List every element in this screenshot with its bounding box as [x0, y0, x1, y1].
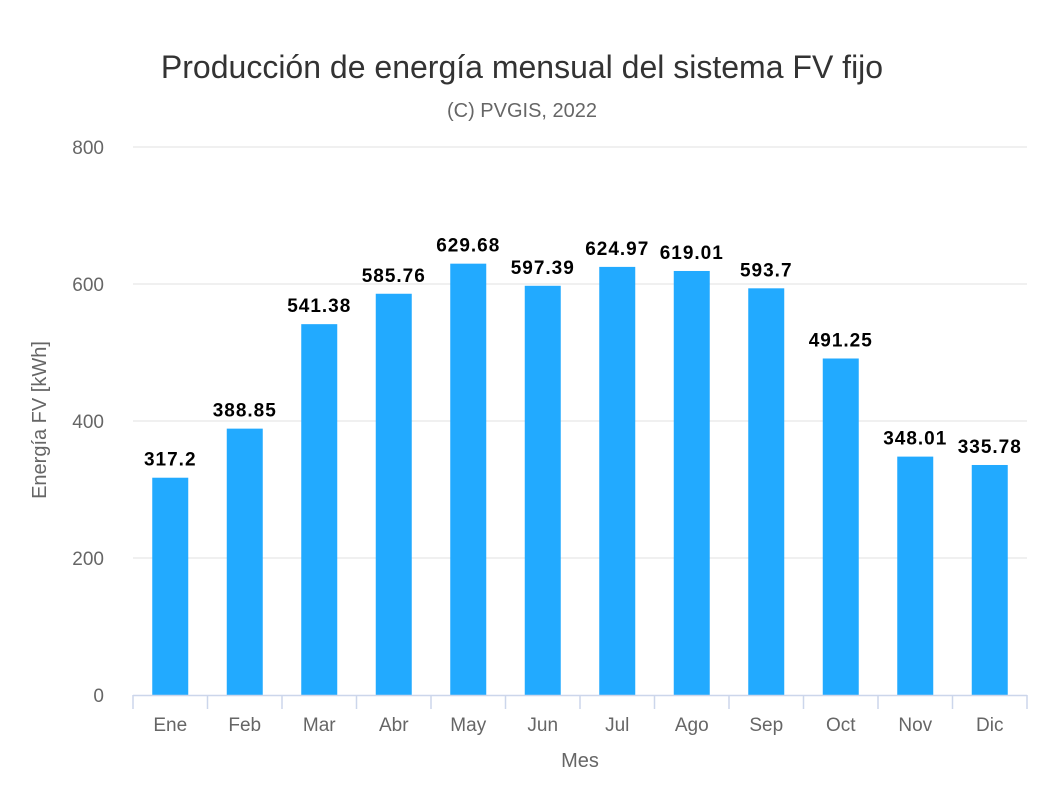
x-axis-title: Mes: [561, 750, 599, 772]
data-label-oct: 491.25: [809, 330, 873, 351]
data-label-ago: 619.01: [660, 243, 724, 264]
x-tick-label-jun: Jun: [527, 715, 558, 736]
x-tick-label-mar: Mar: [303, 715, 336, 736]
bar-sep: [748, 288, 785, 695]
y-tick-label: 600: [72, 275, 104, 296]
y-axis-title: Energía FV [kWh]: [29, 341, 51, 499]
chart-subtitle: (C) PVGIS, 2022: [447, 100, 597, 122]
data-label-jun: 597.39: [511, 258, 575, 279]
y-tick-label: 800: [72, 138, 104, 159]
y-axis: 0 200 400 600 800: [72, 138, 104, 707]
bar-dic: [971, 464, 1008, 695]
x-tick-label-dic: Dic: [976, 715, 1003, 736]
bar-mar: [301, 324, 338, 695]
x-axis: Ene Feb Mar Abr May Jun Jul Ago Sep Oct Nov Dic: [132, 694, 1028, 736]
bar-jun: [524, 285, 561, 695]
bar-jul: [599, 266, 636, 695]
x-tick-label-sep: Sep: [749, 715, 783, 736]
x-tick-label-may: May: [450, 715, 486, 736]
bars: [152, 263, 1008, 695]
x-tick-label-nov: Nov: [898, 715, 932, 736]
data-label-dic: 335.78: [958, 437, 1022, 458]
bar-may: [450, 263, 487, 695]
x-tick-label-ago: Ago: [675, 715, 709, 736]
data-label-nov: 348.01: [883, 429, 947, 450]
bar-ago: [673, 270, 710, 695]
x-tick-label-jul: Jul: [605, 715, 629, 736]
data-label-jul: 624.97: [585, 239, 649, 260]
bar-ene: [152, 477, 189, 695]
data-label-ene: 317.2: [144, 450, 197, 471]
bar-nov: [897, 456, 934, 695]
data-label-abr: 585.76: [362, 266, 426, 287]
y-tick-label: 0: [93, 686, 104, 707]
gridlines: [133, 146, 1027, 559]
y-tick-label: 200: [72, 549, 104, 570]
x-tick-label-feb: Feb: [228, 715, 261, 736]
x-tick-label-oct: Oct: [826, 715, 856, 736]
data-labels: 317.2 388.85 541.38 585.76 629.68 597.39 624.9…: [144, 236, 1022, 471]
data-label-sep: 593.7: [740, 260, 793, 281]
bar-feb: [226, 428, 263, 695]
chart-title: Producción de energía mensual del sistem…: [161, 49, 883, 85]
data-label-feb: 388.85: [213, 401, 277, 422]
bar-abr: [375, 293, 412, 695]
data-label-mar: 541.38: [287, 296, 351, 317]
bar-oct: [822, 358, 859, 695]
x-tick-label-abr: Abr: [379, 715, 409, 736]
y-tick-label: 400: [72, 412, 104, 433]
x-tick-label-ene: Ene: [153, 715, 187, 736]
data-label-may: 629.68: [436, 236, 500, 257]
